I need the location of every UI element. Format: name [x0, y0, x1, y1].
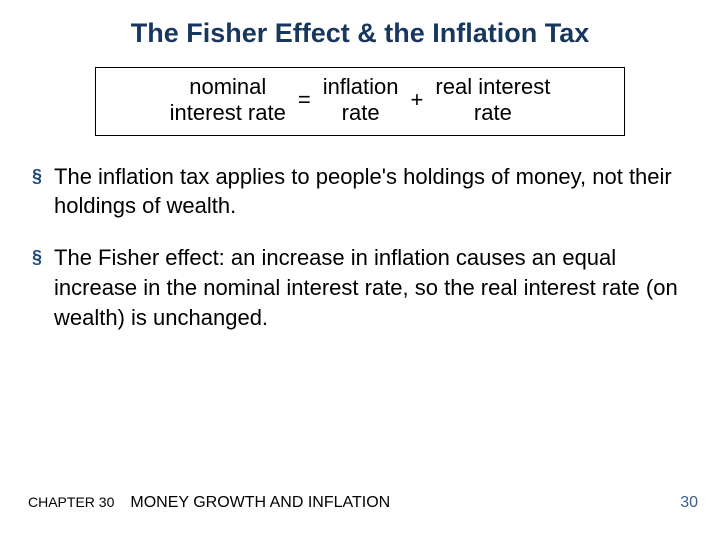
equation-box: nominal interest rate = inflation rate +…: [95, 67, 625, 136]
equation-term-real: real interest rate: [435, 74, 550, 127]
footer-subtitle: MONEY GROWTH AND INFLATION: [130, 494, 390, 512]
bullet-text: The Fisher effect: an increase in inflat…: [54, 243, 692, 332]
bullet-text: The inflation tax applies to people's ho…: [54, 162, 692, 221]
equation-op-plus: +: [399, 87, 436, 113]
bullet-marker-icon: §: [32, 243, 42, 271]
slide-title: The Fisher Effect & the Inflation Tax: [28, 18, 692, 49]
slide: The Fisher Effect & the Inflation Tax no…: [0, 0, 720, 540]
bullet-item: § The inflation tax applies to people's …: [32, 162, 692, 221]
page-number: 30: [680, 494, 698, 512]
bullet-item: § The Fisher effect: an increase in infl…: [32, 243, 692, 332]
footer-chapter: CHAPTER 30: [28, 494, 114, 510]
footer: CHAPTER 30 MONEY GROWTH AND INFLATION: [28, 494, 390, 512]
bullet-marker-icon: §: [32, 162, 42, 190]
bullet-list: § The inflation tax applies to people's …: [28, 162, 692, 332]
equation-op-equals: =: [286, 87, 323, 113]
equation-term-inflation: inflation rate: [323, 74, 399, 127]
equation-term-nominal: nominal interest rate: [170, 74, 286, 127]
